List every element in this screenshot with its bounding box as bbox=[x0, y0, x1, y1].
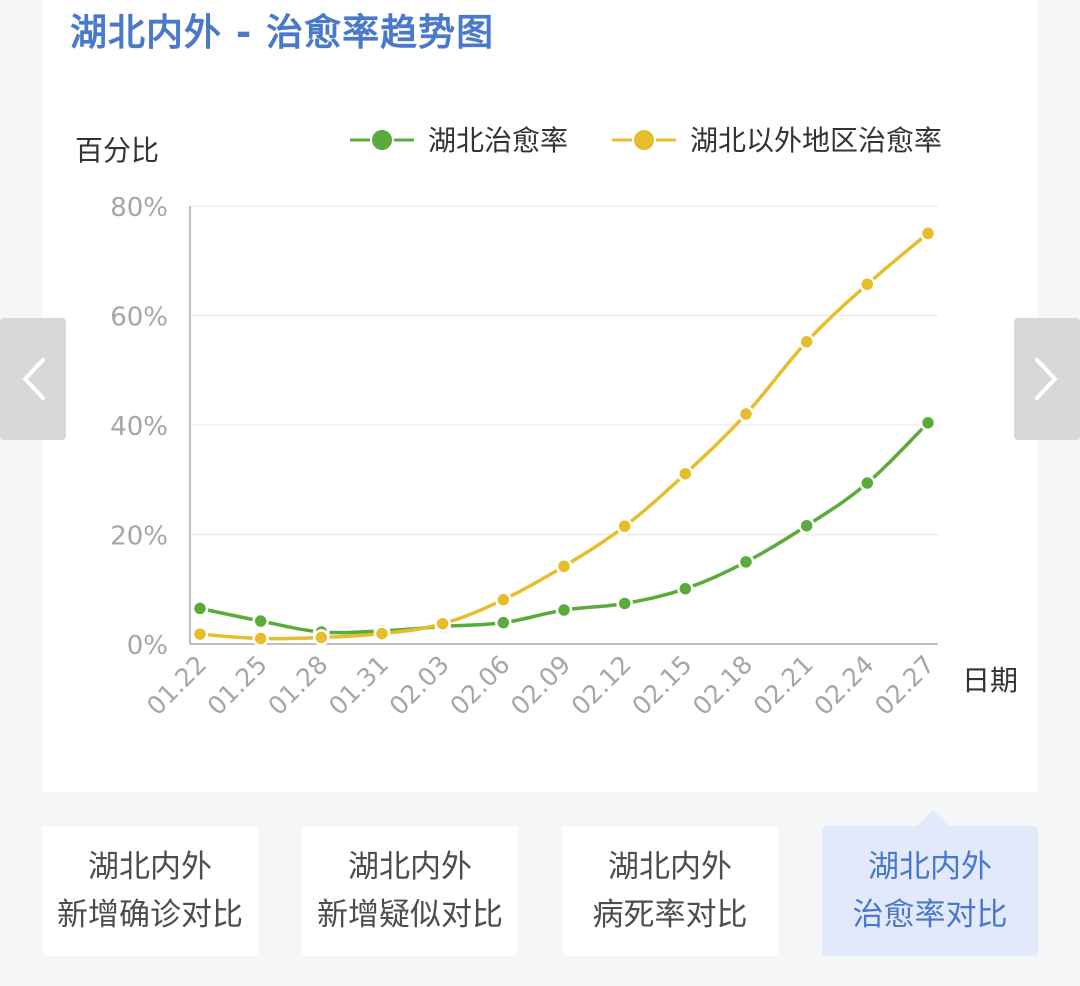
x-tick-labels: 01.2201.2501.2801.3102.0302.0602.0902.12… bbox=[141, 650, 940, 721]
legend-label-outside: 湖北以外地区治愈率 bbox=[690, 124, 942, 157]
data-point-outside[interactable] bbox=[798, 333, 815, 351]
x-tick-label: 02.27 bbox=[869, 650, 940, 721]
data-point-hubei[interactable] bbox=[737, 553, 755, 571]
x-tick-label: 01.28 bbox=[262, 650, 333, 721]
data-point-hubei[interactable] bbox=[191, 600, 209, 617]
data-point-outside[interactable] bbox=[919, 225, 937, 242]
tab-label-line1: 湖北内外 bbox=[608, 849, 732, 885]
data-point-outside[interactable] bbox=[252, 630, 269, 647]
data-point-outside[interactable] bbox=[191, 625, 209, 643]
tab-label-line1: 湖北内外 bbox=[348, 849, 472, 885]
chart-card bbox=[42, 0, 1038, 792]
y-tick-labels: 0% 20% 40% 60% 80% bbox=[110, 193, 168, 661]
x-tick-label: 02.09 bbox=[505, 650, 576, 721]
data-point-outside[interactable] bbox=[737, 405, 755, 423]
tab-fatality-rate[interactable]: 湖北内外 病死率对比 bbox=[562, 826, 778, 956]
data-point-outside[interactable] bbox=[677, 465, 694, 482]
data-point-outside[interactable] bbox=[495, 591, 512, 608]
data-point-hubei[interactable] bbox=[677, 580, 694, 597]
x-tick-label: 02.15 bbox=[626, 650, 697, 721]
prev-chart-button[interactable] bbox=[0, 318, 66, 440]
tab-label-line1: 湖北内外 bbox=[868, 849, 992, 885]
tab-new-suspected[interactable]: 湖北内外 新增疑似对比 bbox=[302, 826, 518, 956]
x-tick-label: 02.18 bbox=[687, 650, 758, 721]
tab-label-line2: 病死率对比 bbox=[592, 897, 748, 933]
data-point-outside[interactable] bbox=[373, 625, 391, 642]
x-tick-label: 01.25 bbox=[202, 650, 273, 721]
legend-marker-outside bbox=[632, 128, 656, 152]
series-lines bbox=[191, 225, 937, 647]
x-tick-label: 02.06 bbox=[444, 650, 515, 721]
y-axis-label: 百分比 bbox=[75, 134, 159, 167]
data-point-outside[interactable] bbox=[313, 629, 330, 646]
y-tick-label: 80% bbox=[110, 193, 168, 223]
data-point-outside[interactable] bbox=[859, 276, 876, 293]
data-point-hubei[interactable] bbox=[495, 614, 512, 631]
grid-lines bbox=[189, 205, 938, 645]
y-tick-label: 60% bbox=[110, 303, 168, 333]
data-point-hubei[interactable] bbox=[859, 474, 876, 492]
data-point-hubei[interactable] bbox=[616, 595, 633, 612]
data-point-hubei[interactable] bbox=[555, 601, 573, 619]
data-point-hubei[interactable] bbox=[919, 414, 937, 432]
y-tick-label: 0% bbox=[127, 631, 168, 661]
tab-label-line2: 新增疑似对比 bbox=[317, 897, 503, 933]
x-tick-label: 02.12 bbox=[566, 650, 637, 721]
x-tick-label: 01.31 bbox=[323, 650, 394, 721]
page-title: 湖北内外 - 治愈率趋势图 bbox=[70, 11, 495, 54]
data-point-outside[interactable] bbox=[434, 615, 451, 632]
tab-cure-rate[interactable]: 湖北内外 治愈率对比 bbox=[822, 826, 1038, 956]
x-axis-label: 日期 bbox=[962, 664, 1018, 697]
legend-marker-hubei bbox=[370, 128, 394, 152]
tab-label-line1: 湖北内外 bbox=[88, 849, 212, 885]
series-line-hubei bbox=[199, 421, 930, 635]
data-point-outside[interactable] bbox=[555, 558, 573, 575]
next-chart-button[interactable] bbox=[1014, 318, 1080, 440]
tab-label-line2: 治愈率对比 bbox=[852, 897, 1008, 933]
cure-rate-line-chart: 百分比 日期 湖北治愈率 湖北以外地区治愈率 0% 20% 40% 60% 80% 01… bbox=[75, 124, 1018, 721]
x-tick-label: 02.24 bbox=[808, 650, 879, 721]
active-tab-pointer bbox=[917, 810, 949, 826]
tab-new-confirmed[interactable]: 湖北内外 新增确诊对比 bbox=[42, 826, 258, 956]
x-tick-label: 02.03 bbox=[384, 650, 455, 721]
tab-label-line2: 新增确诊对比 bbox=[57, 897, 243, 933]
chart-tabs: 湖北内外 新增确诊对比 湖北内外 新增疑似对比 湖北内外 病死率对比 湖北内外 … bbox=[0, 792, 1080, 986]
data-point-hubei[interactable] bbox=[798, 517, 815, 534]
chevron-left-icon bbox=[23, 358, 45, 400]
y-tick-label: 20% bbox=[110, 522, 168, 552]
series-line-outside bbox=[199, 232, 930, 641]
chevron-right-icon bbox=[1035, 358, 1057, 400]
x-tick-label: 02.21 bbox=[748, 650, 819, 721]
legend[interactable]: 湖北治愈率 湖北以外地区治愈率 bbox=[350, 124, 942, 157]
data-point-hubei[interactable] bbox=[252, 612, 269, 630]
data-point-outside[interactable] bbox=[616, 518, 633, 535]
y-tick-label: 40% bbox=[110, 412, 168, 442]
legend-label-hubei: 湖北治愈率 bbox=[428, 124, 568, 157]
